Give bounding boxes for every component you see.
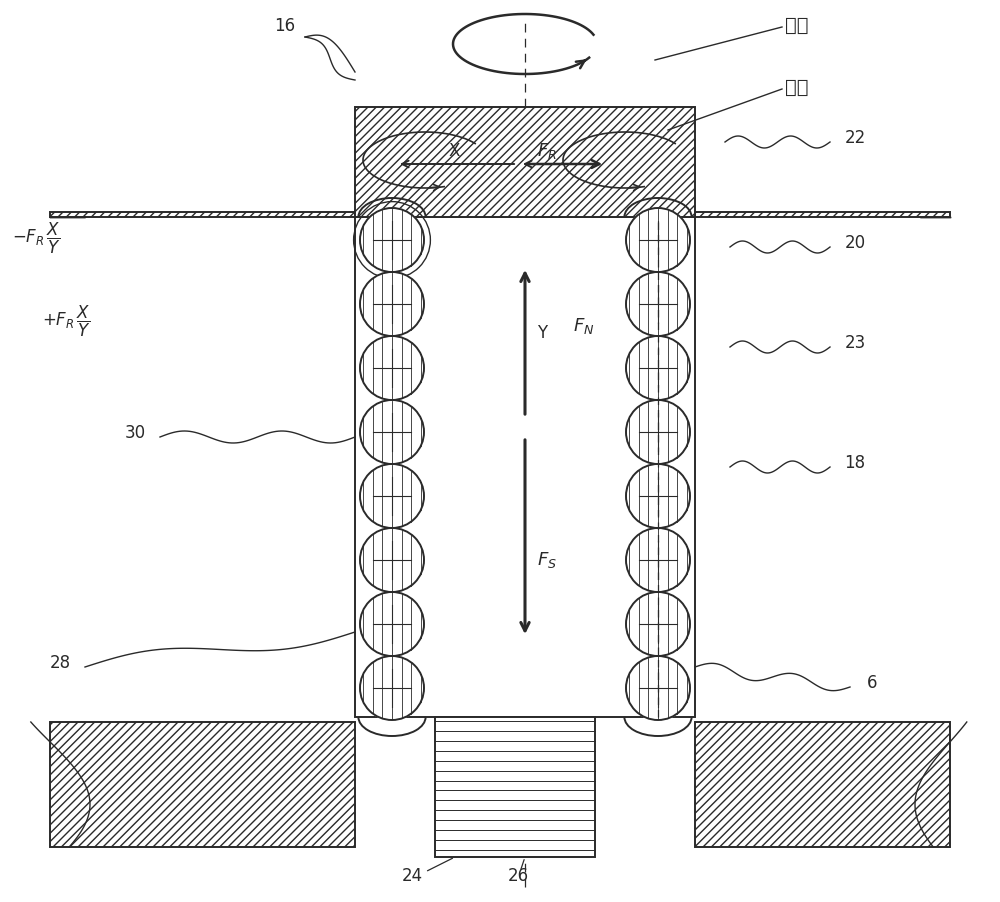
Circle shape: [360, 529, 424, 593]
Circle shape: [360, 272, 424, 336]
Polygon shape: [695, 213, 950, 217]
Circle shape: [360, 657, 424, 720]
Circle shape: [360, 593, 424, 657]
Bar: [355, 108, 695, 217]
Text: $F_N$: $F_N$: [573, 316, 594, 336]
Text: 28: 28: [49, 653, 71, 671]
Circle shape: [626, 208, 690, 272]
Text: 松开: 松开: [785, 16, 808, 35]
Text: X: X: [448, 142, 459, 160]
Text: 23: 23: [844, 334, 866, 352]
Bar: [435, 717, 595, 857]
Text: $F_S$: $F_S$: [537, 549, 557, 569]
Text: 18: 18: [844, 454, 866, 472]
Text: $-F_R\,\dfrac{X}{Y}$: $-F_R\,\dfrac{X}{Y}$: [12, 220, 61, 255]
Circle shape: [626, 529, 690, 593]
Polygon shape: [50, 213, 355, 217]
Text: 6: 6: [867, 673, 877, 691]
Text: $F_R$: $F_R$: [537, 141, 557, 161]
Bar: [355, 217, 695, 717]
Circle shape: [360, 465, 424, 529]
Text: 24: 24: [401, 866, 423, 884]
Text: 26: 26: [507, 866, 529, 884]
Polygon shape: [50, 723, 355, 847]
Circle shape: [626, 400, 690, 465]
Circle shape: [360, 336, 424, 400]
Circle shape: [360, 208, 424, 272]
Circle shape: [626, 465, 690, 529]
Text: 30: 30: [124, 424, 146, 441]
Circle shape: [626, 272, 690, 336]
Circle shape: [360, 400, 424, 465]
Text: 22: 22: [844, 129, 866, 147]
Text: Y: Y: [537, 324, 547, 342]
Circle shape: [626, 336, 690, 400]
Text: 16: 16: [274, 17, 296, 35]
Text: 20: 20: [844, 234, 866, 252]
Text: 转矩: 转矩: [785, 78, 808, 97]
Polygon shape: [695, 723, 950, 847]
Circle shape: [626, 657, 690, 720]
Circle shape: [626, 593, 690, 657]
Text: $+F_R\,\dfrac{X}{Y}$: $+F_R\,\dfrac{X}{Y}$: [42, 303, 91, 338]
